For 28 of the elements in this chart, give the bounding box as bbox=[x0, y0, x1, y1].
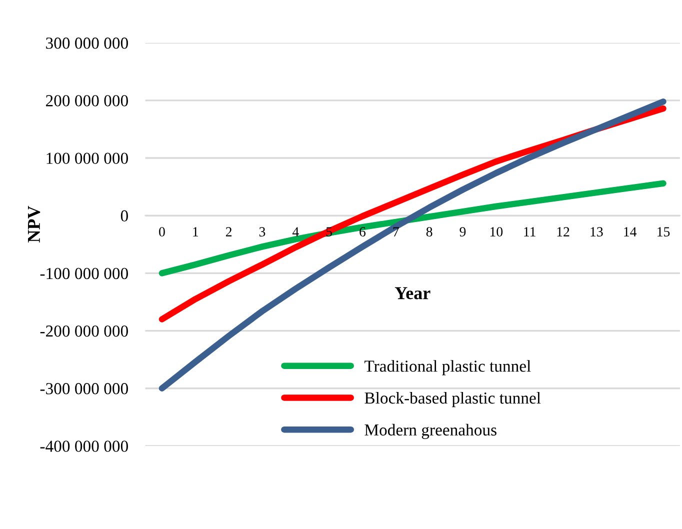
y-tick-label: 100 000 000 bbox=[46, 152, 128, 164]
y-tick-label: 200 000 000 bbox=[46, 95, 128, 106]
y-axis-title: NPV bbox=[28, 206, 40, 242]
x-tick-label: 10 bbox=[490, 227, 503, 236]
x-tick-label: 11 bbox=[524, 227, 536, 236]
x-tick-label: 3 bbox=[259, 227, 266, 236]
y-tick-label: -100 000 000 bbox=[40, 268, 128, 280]
x-tick-label: 12 bbox=[557, 227, 570, 236]
x-tick-label: 2 bbox=[226, 227, 232, 236]
x-tick-label: 13 bbox=[590, 227, 603, 236]
x-tick-label: 1 bbox=[193, 227, 198, 236]
y-tick-label: -200 000 000 bbox=[40, 325, 128, 337]
legend-label: Modern greenahous bbox=[364, 424, 496, 440]
x-tick-label: 7 bbox=[393, 227, 399, 236]
y-tick-label: -300 000 000 bbox=[40, 383, 128, 394]
y-tick-label: 0 bbox=[120, 210, 128, 222]
x-tick-label: 5 bbox=[326, 227, 332, 236]
x-tick-label: 0 bbox=[159, 227, 165, 236]
x-axis-title: Year bbox=[394, 287, 430, 300]
x-tick-label: 4 bbox=[292, 227, 299, 236]
y-tick-label: 300 000 000 bbox=[46, 38, 128, 49]
x-tick-label: 9 bbox=[460, 227, 466, 236]
x-tick-label: 15 bbox=[658, 227, 670, 236]
x-tick-label: 8 bbox=[426, 227, 432, 236]
x-tick-label: 14 bbox=[624, 227, 637, 236]
legend-label: Traditional plastic tunnel bbox=[364, 360, 531, 376]
legend-label: Block-based plastic tunnel bbox=[364, 392, 541, 408]
y-tick-label: -400 000 000 bbox=[40, 440, 128, 452]
